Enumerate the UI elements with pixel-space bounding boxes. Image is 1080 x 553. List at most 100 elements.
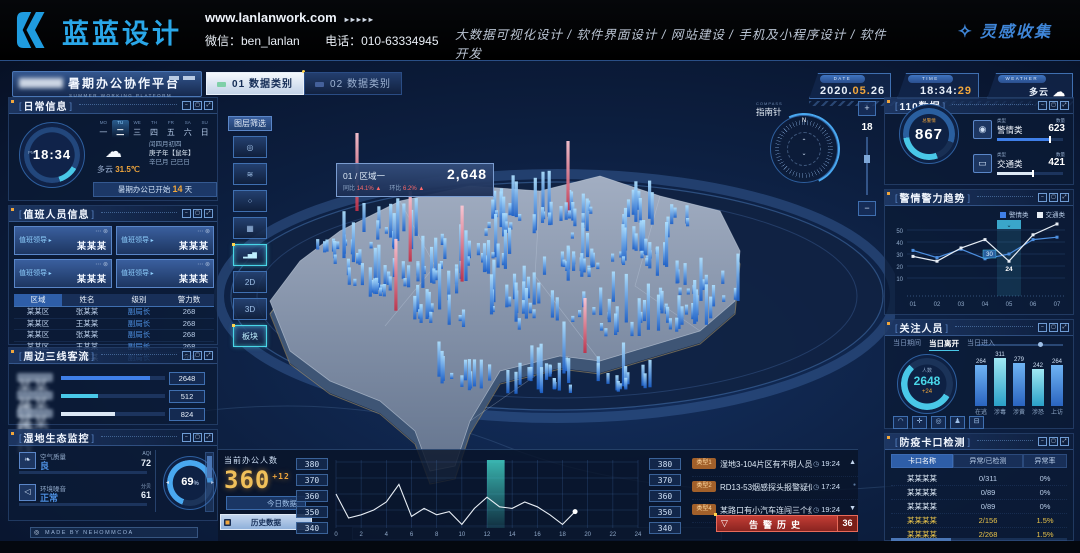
duty-leader-card[interactable]: 值班领导 ⋯ ⊗ 某某某 — [14, 259, 112, 288]
gauge-ring — [167, 460, 213, 506]
panel-header: [关注人员] − ▢ ⤢ — [885, 320, 1073, 336]
zoom-in-button[interactable]: + — [858, 101, 876, 116]
layer-btn-building[interactable]: ▦ — [233, 217, 267, 239]
table-row[interactable]: 某某某某 0/89 0% — [891, 500, 1067, 514]
column-header-4[interactable]: 警力数 — [177, 295, 201, 304]
focus-bar: 279 涉黄 — [1013, 357, 1025, 416]
table-row[interactable]: 某某某某 0/89 0% — [891, 486, 1067, 500]
focus-tab-2[interactable]: 当日离开 — [929, 338, 959, 351]
cell: 268 — [182, 341, 196, 351]
gauge-left-arrow-icon[interactable]: ◂ — [166, 480, 170, 486]
duty-name: 某某某 — [178, 274, 209, 284]
layer-btn-3d[interactable]: 3D — [233, 298, 267, 320]
alert-history-bar[interactable]: ▽ 告警历史 36 — [714, 513, 858, 532]
gauge-right-arrow-icon[interactable]: ▸ — [210, 480, 214, 486]
panel-window-controls[interactable]: − ▢ ⤢ — [1038, 193, 1069, 202]
alert-row[interactable]: 类型2 RD13-53烟感探头报警疑似火灾17:24 ● — [692, 477, 858, 500]
checkpoint-col-2[interactable]: 异常/已检测 — [953, 454, 1023, 468]
phone-number: 电话：010-63334945 — [325, 34, 439, 48]
layer-btn-signal[interactable]: ≋ — [233, 163, 267, 185]
cloud-icon: ☁ — [1053, 85, 1066, 99]
zoom-out-button[interactable]: − — [858, 201, 876, 216]
focus-tab-3[interactable]: 当日进入 — [967, 340, 995, 347]
office-line-chart[interactable]: 0 2 4 6 8 10 12 14 16 18 20 22 24 — [330, 454, 644, 538]
tab-data-category-02[interactable]: 02 数据类别 — [304, 72, 402, 95]
checkpoint-scrollbar[interactable] — [891, 538, 1067, 541]
person-icon[interactable]: ♟ — [950, 416, 965, 429]
card-options-icon[interactable]: ⋯ ⊗ — [197, 229, 210, 235]
scroll-down-icon[interactable]: ▼ — [849, 505, 856, 512]
focus-slider[interactable] — [977, 342, 1063, 347]
trend-line-chart[interactable]: 50 40 30 20 10 ⌄ 30 24 01 02 03 04 05 06 07 — [887, 218, 1073, 314]
layer-btn-people[interactable]: ⁘ — [233, 190, 267, 212]
tab-data-category-01[interactable]: 01 数据类别 — [206, 70, 305, 95]
layer-btn-plate[interactable]: 板块 — [232, 324, 267, 347]
weekday-cn: 五 — [166, 128, 175, 137]
inspiration-collect[interactable]: ✧ 灵感收集 — [957, 22, 1052, 41]
checkpoint-col-1[interactable]: 卡口名称 — [891, 454, 953, 468]
today-data-button[interactable]: 今日数据 — [226, 496, 306, 510]
bar — [1013, 363, 1025, 406]
checkpoint-col-3[interactable]: 异常率 — [1023, 454, 1067, 468]
duty-name: 某某某 — [76, 274, 107, 284]
car-icon[interactable]: ⊟ — [969, 416, 984, 429]
zoom-slider-handle[interactable] — [864, 155, 870, 163]
duty-leader-card[interactable]: 值班领导 ⋯ ⊗ 某某某 — [116, 259, 214, 288]
card-options-icon[interactable]: ⋯ ⊗ — [197, 262, 210, 268]
layer-filter-toolbar: 图层筛选 ◎ ≋ ⁘ ▦ ▂▅▇ 2D 3D 板块 — [228, 116, 272, 352]
legend-item: 交通类 — [1036, 209, 1065, 219]
panel-window-controls[interactable]: − ▢ ⤢ — [182, 351, 213, 360]
table-row[interactable]: 某某区 张某某 副局长 268 — [14, 330, 214, 342]
eco-scrollbar[interactable] — [205, 452, 214, 512]
table-row[interactable]: 某某区 张某某 副局长 268 — [14, 307, 214, 319]
layer-btn-bar-chart[interactable]: ▂▅▇ — [232, 243, 267, 266]
footer-bar — [0, 541, 1080, 553]
panel-window-controls[interactable]: − ▢ ⤢ — [182, 433, 213, 442]
duty-leader-card[interactable]: 值班领导 ⋯ ⊗ 某某某 — [116, 226, 214, 255]
panel-window-controls[interactable]: − ▢ ⤢ — [1038, 437, 1069, 446]
syringe-icon[interactable]: ✛ — [912, 416, 927, 429]
card-options-icon[interactable]: ⋯ ⊗ — [95, 229, 108, 235]
card-options-icon[interactable]: ⋯ ⊗ — [95, 262, 108, 268]
focus-tab-1[interactable]: 当日期间 — [893, 340, 921, 347]
map-3d-visualization[interactable] — [205, 86, 895, 553]
weather-summary: 多云 31.5℃ — [97, 165, 140, 174]
leaf-icon: ❧ — [19, 452, 36, 469]
checkpoint-rate: 1.5% — [1036, 530, 1054, 539]
column-header-2[interactable]: 姓名 — [79, 295, 95, 304]
expand-icon: ⤢ — [204, 433, 213, 442]
panel-window-controls[interactable]: − ▢ ⤢ — [1038, 101, 1069, 110]
tab-icon — [217, 82, 227, 87]
cell: 268 — [182, 318, 196, 328]
duty-leader-card[interactable]: 值班领导 ⋯ ⊗ 某某某 — [14, 226, 112, 255]
panel-window-controls[interactable]: − ▢ ⤢ — [182, 101, 213, 110]
column-header-1[interactable]: 区域 — [14, 294, 62, 306]
table-row[interactable]: 某某某某 2/156 1.5% — [891, 514, 1067, 528]
scroll-handle-icon[interactable]: ● — [852, 482, 856, 488]
layer-btn-2d[interactable]: 2D — [233, 271, 267, 293]
focus-bar: 311 涉毒 — [994, 352, 1006, 416]
hat-icon[interactable]: ◠ — [893, 416, 908, 429]
target-icon[interactable]: ◎ — [931, 416, 946, 429]
weekday-we: WE 三 — [129, 120, 146, 138]
duty-name: 某某某 — [178, 241, 209, 251]
column-header-3[interactable]: 级别 — [131, 295, 147, 304]
layer-btn-location[interactable]: ◎ — [233, 136, 267, 158]
compass-dial[interactable]: N ⌃ ⌄ — [757, 102, 851, 196]
svg-text:30: 30 — [896, 253, 903, 259]
alert-row[interactable]: 类型1 湿地3-104片区有不明人员闯入19:24 ▲ — [692, 454, 858, 477]
panel-window-controls[interactable]: − ▢ ⤢ — [182, 209, 213, 218]
website-link[interactable]: www.lanlanwork.com ▸▸▸▸▸ — [205, 10, 375, 25]
weekday-cn: 一 — [99, 128, 108, 137]
data-category-tabs: 01 数据类别 02 数据类别 — [206, 70, 402, 95]
scroll-up-icon[interactable]: ▲ — [849, 459, 856, 466]
flow-line-label: 某某线 — [17, 391, 53, 438]
table-row[interactable]: 某某区 王某某 副局长 268 — [14, 318, 214, 330]
slider-handle[interactable] — [1038, 342, 1043, 347]
table-row[interactable]: 某某某某 0/311 0% — [891, 472, 1067, 486]
zoom-slider[interactable] — [864, 137, 870, 195]
y-tick-box: 340 — [296, 522, 328, 534]
services-list: 大数据可视化设计 / 软件界面设计 / 网站建设 / 手机及小程序设计 / 软件… — [455, 28, 887, 61]
bar-value: 264 — [975, 359, 986, 365]
panel-window-controls[interactable]: − ▢ ⤢ — [1038, 323, 1069, 332]
